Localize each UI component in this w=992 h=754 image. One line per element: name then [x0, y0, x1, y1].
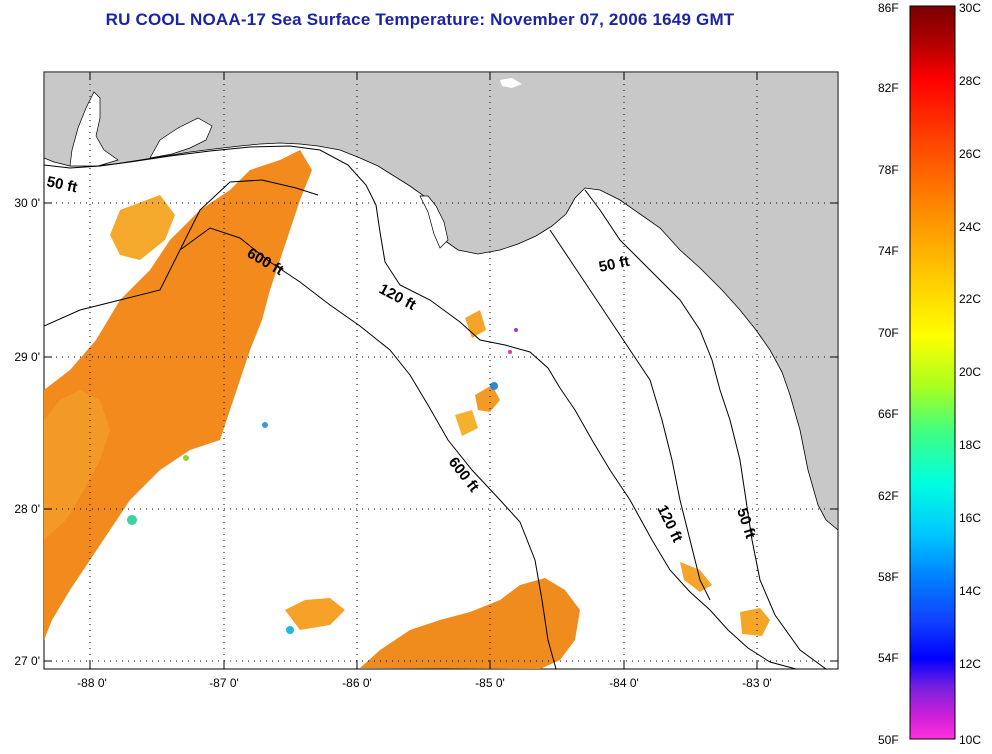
land-mass [44, 72, 838, 531]
graticule [44, 72, 838, 669]
c-label: 26C [959, 147, 981, 161]
contour-label: 50 ft [597, 253, 631, 276]
f-label: 54F [878, 651, 899, 665]
contour-label: 50 ft [45, 173, 79, 196]
c-label: 12C [959, 657, 981, 671]
map-title: RU COOL NOAA-17 Sea Surface Temperature:… [105, 10, 735, 29]
colorbar-f-labels: 86F 82F 78F 74F 70F 66F 62F 58F 54F 50F [878, 1, 899, 747]
bay [69, 91, 119, 167]
colorbar-gradient [909, 5, 956, 740]
lat-label: 29 0' [14, 350, 40, 364]
f-label: 78F [878, 163, 899, 177]
colorbar-c-labels: 30C 28C 26C 24C 22C 20C 18C 16C 14C 12C … [959, 1, 981, 747]
lon-label: -85 0' [475, 676, 505, 690]
f-label: 74F [878, 244, 899, 258]
lat-label: 30 0' [14, 196, 40, 210]
lat-label: 28 0' [14, 502, 40, 516]
bay [149, 117, 213, 159]
f-label: 86F [878, 1, 899, 15]
sst-patches [44, 150, 770, 669]
f-label: 62F [878, 489, 899, 503]
f-label: 50F [878, 733, 899, 747]
bathymetry-contours [44, 145, 827, 669]
lon-label: -86 0' [342, 676, 372, 690]
c-label: 22C [959, 292, 981, 306]
c-label: 10C [959, 733, 981, 747]
f-label: 70F [878, 326, 899, 340]
f-label: 82F [878, 81, 899, 95]
c-label: 18C [959, 438, 981, 452]
c-label: 28C [959, 74, 981, 88]
lon-label: -88 0' [77, 676, 107, 690]
island [500, 78, 522, 88]
c-label: 30C [959, 1, 981, 15]
f-label: 58F [878, 570, 899, 584]
f-label: 66F [878, 407, 899, 421]
lon-label: -87 0' [209, 676, 239, 690]
c-label: 20C [959, 365, 981, 379]
bay [419, 195, 449, 249]
lon-label: -83 0' [742, 676, 772, 690]
frame-ticks [44, 72, 838, 669]
c-label: 24C [959, 220, 981, 234]
lon-label: -84 0' [609, 676, 639, 690]
c-label: 14C [959, 584, 981, 598]
lat-label: 27 0' [14, 654, 40, 668]
c-label: 16C [959, 511, 981, 525]
